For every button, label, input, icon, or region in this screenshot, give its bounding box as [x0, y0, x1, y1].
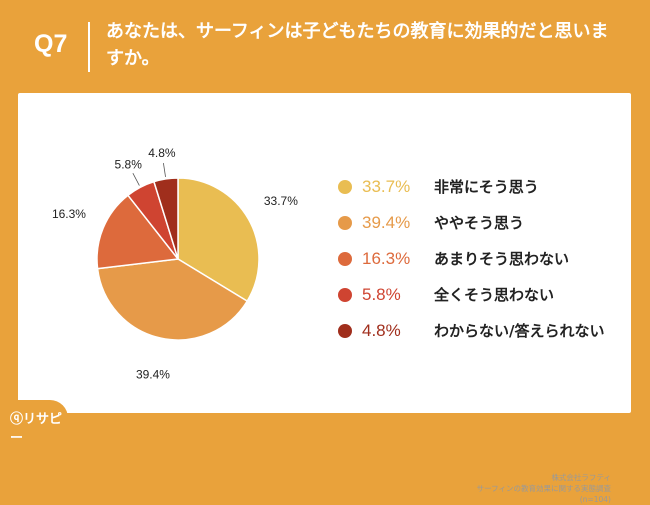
- legend-label: わからない/答えられない: [434, 322, 605, 340]
- source-survey: サーフィンの教育効果に関する実態調査: [476, 484, 611, 493]
- data-label: 39.4%: [136, 367, 170, 381]
- legend-label: ややそう思う: [434, 214, 525, 232]
- legend-swatch: [338, 288, 352, 302]
- data-label: 4.8%: [148, 146, 176, 160]
- legend-label: 全くそう思わない: [434, 286, 555, 304]
- source-note: 株式会社ラフティ サーフィンの教育効果に関する実態調査 (n=104): [477, 472, 611, 505]
- legend-percent: 4.8%: [362, 321, 401, 340]
- legend-percent: 33.7%: [362, 177, 411, 196]
- brand-logo: ⓠリサピー: [10, 412, 63, 446]
- header: Q7 あなたは、サーフィンは子どもたちの教育に効果的だと思いますか。: [0, 0, 650, 93]
- question-number: Q7: [34, 30, 68, 58]
- legend-percent: 39.4%: [362, 213, 411, 232]
- legend-swatch: [338, 252, 352, 266]
- legend-swatch: [338, 216, 352, 230]
- source-company: 株式会社ラフティ: [551, 473, 611, 482]
- header-divider: [88, 22, 90, 72]
- data-label: 33.7%: [264, 194, 298, 208]
- pie-slice: [177, 177, 260, 303]
- leader-line: [132, 172, 140, 186]
- legend-swatch: [338, 324, 352, 338]
- leader-line: [163, 163, 166, 178]
- brand-name: リサピー: [10, 412, 63, 446]
- question-text: あなたは、サーフィンは子どもたちの教育に効果的だと思いますか。: [106, 21, 609, 69]
- source-sample: (n=104): [579, 495, 611, 504]
- legend-percent: 16.3%: [362, 249, 411, 268]
- brand-tab: ⓠリサピー: [0, 400, 68, 446]
- chart-card: 33.7% 39.4% 16.3% 5.8% 4.8% 株式会社ラフティ サーフィンの教…: [18, 93, 631, 504]
- pie-slice: [96, 194, 180, 270]
- pie-slice: [153, 177, 179, 260]
- legend-percent: 5.8%: [362, 285, 401, 304]
- data-label: 16.3%: [52, 207, 86, 221]
- pie-slice: [96, 258, 249, 341]
- data-label: 5.8%: [115, 157, 143, 171]
- legend-label: 非常にそう思う: [434, 178, 539, 196]
- pie-chart: 33.7% 39.4% 16.3% 5.8% 4.8%: [52, 146, 298, 381]
- legend-label: あまりそう思わない: [434, 250, 570, 268]
- legend-swatch: [338, 180, 352, 194]
